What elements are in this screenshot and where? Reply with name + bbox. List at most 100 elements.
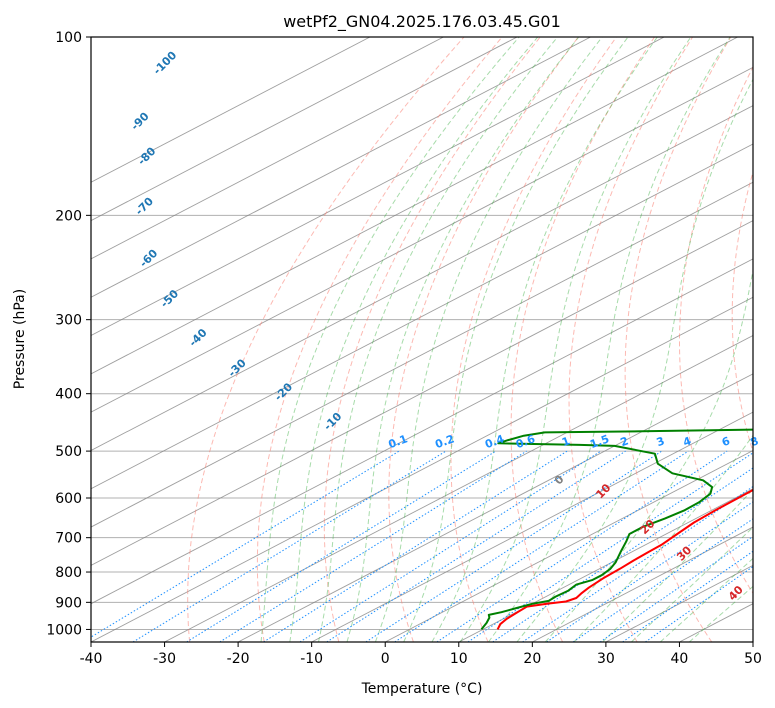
isotherm-line (91, 37, 738, 375)
x-tick-label: 40 (671, 651, 689, 667)
dry-adiabat-line (510, 37, 655, 642)
y-tick-label: 800 (55, 565, 82, 581)
dry-adiabat-line (256, 37, 503, 642)
dry-adiabat-label: -90 (128, 110, 151, 133)
moist-adiabat-line (602, 488, 753, 642)
x-tick-label: 30 (597, 651, 615, 667)
isotherm-line (91, 66, 753, 413)
dry-adiabat-line (568, 37, 694, 642)
mixing-ratio-label: 6 (720, 434, 732, 449)
mixing-ratio-label: 2 (619, 434, 631, 449)
sounding-profiles (480, 428, 753, 631)
moist-adiabat-line (573, 434, 753, 642)
moist-adiabat-line (374, 37, 603, 642)
x-axis-label: Temperature (°C) (361, 681, 483, 697)
isotherm-line (91, 37, 518, 260)
mixing-ratio-label: 0.2 (433, 432, 456, 451)
dewpoint-line (480, 428, 753, 631)
dry-adiabat-label: -70 (133, 194, 156, 217)
isotherm-line (164, 335, 753, 642)
mixing-ratio-line (132, 450, 447, 642)
x-tick-label: -40 (80, 651, 103, 667)
mixing-ratio-line (186, 450, 497, 642)
isotherm-line (458, 488, 753, 642)
isotherm-line (91, 37, 444, 222)
y-tick-label: 500 (55, 444, 82, 460)
y-tick-label: 1000 (46, 622, 82, 638)
y-axis-label: Pressure (hPa) (12, 289, 28, 389)
moist-adiabat-line (289, 37, 539, 642)
dry-adiabat-line (679, 65, 753, 595)
moist-adiabat-line (516, 78, 753, 642)
moist-adiabat-line (488, 37, 731, 642)
dry-adiabat-line (323, 37, 541, 642)
y-tick-label: 300 (55, 313, 82, 329)
chart-title: wetPf2_GN04.2025.176.03.45.G01 (283, 12, 561, 32)
mixing-ratio-line (522, 485, 753, 642)
moist-adiabat-line (403, 37, 629, 642)
dry-adiabat-label: -80 (135, 144, 158, 167)
x-tick-label: -20 (227, 651, 250, 667)
mixing-ratio-label: 4 (681, 434, 693, 449)
moist-adiabat-line (459, 37, 692, 642)
dry-adiabat-label: -60 (137, 246, 160, 269)
isotherm-line (237, 373, 753, 642)
mixing-ratio-line (263, 450, 568, 642)
isotherm-line (311, 411, 753, 642)
y-tick-label: 200 (55, 208, 82, 224)
mixing-ratio-label: 1 (560, 434, 572, 449)
isotherm-line (91, 258, 753, 605)
y-tick-label: 100 (55, 30, 82, 46)
plot-frame (90, 36, 754, 643)
x-tick-label: -30 (153, 651, 176, 667)
temperature-line (496, 488, 753, 630)
isotherm-line (91, 220, 753, 566)
y-tick-label: 600 (55, 491, 82, 507)
moist-adiabat-line (318, 37, 558, 642)
isotherm-line (385, 449, 753, 642)
mixing-ratio-label: 0.1 (387, 432, 410, 451)
moist-adiabat-line (346, 37, 580, 642)
skewed-isotherms (91, 37, 753, 642)
mixing-ratio-line (365, 450, 663, 642)
mixing-ratio-label: 0.6 (514, 432, 537, 451)
mixing-ratio-line (645, 565, 753, 642)
adiabat-labels: 0.1 0.2 0.4 0.6 1 1.5 2 3 4 6 8-100-90-80-70-60-50… (128, 48, 760, 603)
mixing-ratio-label: 1.5 (588, 432, 611, 451)
pressure-gridlines (91, 37, 753, 630)
isotherm-line (91, 105, 753, 451)
isotherm-line (91, 37, 591, 298)
isotherm-line (91, 37, 371, 183)
moist-adiabat-line (544, 268, 753, 642)
mixing-ratio-line (394, 450, 689, 642)
x-axis-ticks: -40 -30 -20 -10 0 10 20 30 40 50 (80, 642, 762, 667)
y-tick-label: 700 (55, 531, 82, 547)
dry-adiabat-label: -10 (321, 410, 344, 433)
x-tick-label: 50 (744, 651, 762, 667)
dry-adiabat-label: -30 (226, 356, 249, 379)
dry-adiabat-line (187, 37, 465, 642)
moist-adiabat-label: 40 (726, 583, 746, 603)
isotherm-line (91, 143, 753, 490)
dry-adiabat-line (450, 37, 617, 642)
dry-adiabat-line (624, 37, 732, 642)
x-tick-label: -10 (300, 651, 323, 667)
dry-adiabat-label: -40 (186, 326, 209, 349)
mixing-ratio-line (546, 501, 753, 642)
mixing-ratio-label: 3 (655, 434, 667, 449)
moist-adiabat-line (688, 585, 753, 642)
mixing-ratio-lines (91, 450, 753, 642)
dry-adiabats (187, 37, 753, 642)
x-tick-label: 20 (523, 651, 541, 667)
isotherm-line (752, 641, 753, 642)
dry-adiabat-line (388, 37, 579, 642)
y-tick-label: 400 (55, 387, 82, 403)
isotherm-line (532, 526, 753, 642)
mixing-ratio-line (219, 450, 527, 642)
x-tick-label: 0 (381, 651, 390, 667)
dry-adiabat-line (731, 170, 753, 454)
isotherm-line (91, 37, 665, 337)
x-tick-label: 10 (450, 651, 468, 667)
isotherm-line (91, 296, 753, 642)
